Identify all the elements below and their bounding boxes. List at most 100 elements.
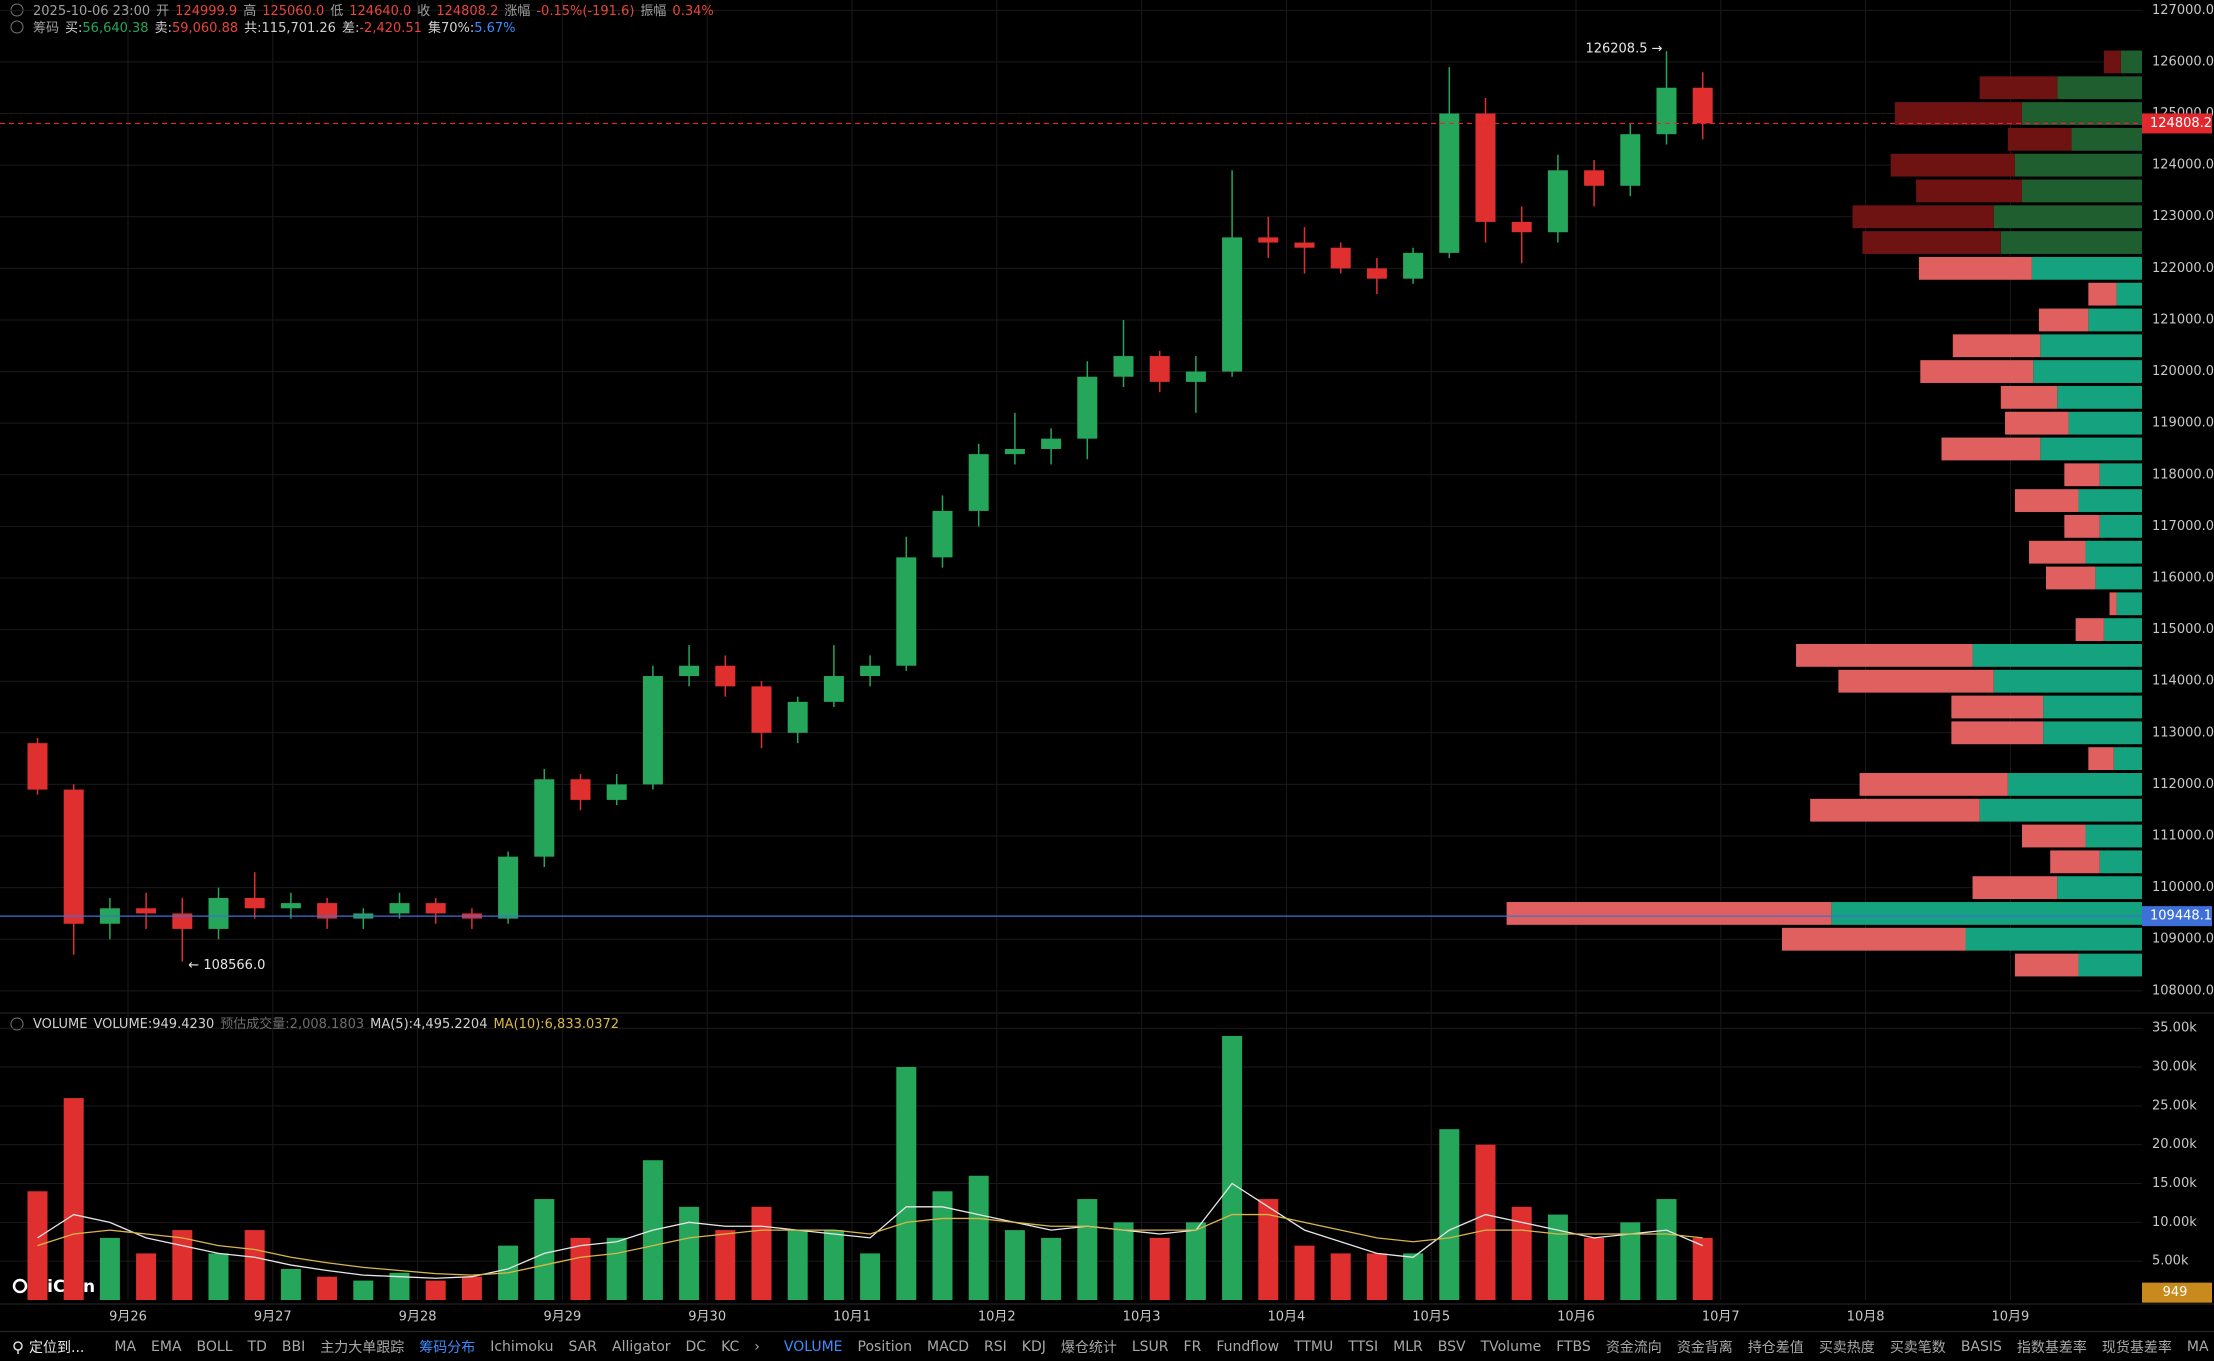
toolbar-item[interactable]: MA	[2186, 1338, 2209, 1355]
toolbar-item[interactable]: KC	[721, 1338, 740, 1355]
toolbar-item[interactable]: VOLUME	[783, 1338, 843, 1355]
locate-icon	[13, 1340, 23, 1354]
toolbar-item[interactable]: FTBS	[1556, 1338, 1591, 1355]
price-label-box	[2142, 113, 2212, 134]
y-tick-label: 5.00k	[2152, 1254, 2189, 1269]
volume-bar	[606, 1237, 627, 1300]
y-tick-label: 15.00k	[2152, 1176, 2197, 1191]
x-tick-label: 10月4	[1267, 1310, 1305, 1325]
toolbar-item[interactable]: Fundflow	[1216, 1338, 1280, 1355]
toolbar-item[interactable]: 资金背离	[1676, 1339, 1733, 1356]
toolbar-item[interactable]: FR	[1183, 1338, 1202, 1355]
chip-sell-bar	[1894, 102, 2022, 125]
header-item: MA(10):6,833.0372	[493, 1017, 619, 1032]
chip-sell-bar	[1862, 231, 2001, 254]
toolbar-item[interactable]: 资金流向	[1605, 1339, 1662, 1356]
chip-sell-bar	[1952, 334, 2041, 358]
y-tick-label: 117000.0	[2152, 519, 2214, 534]
toolbar-item[interactable]: BOLL	[196, 1338, 233, 1355]
toolbar-item[interactable]: MA	[114, 1338, 137, 1355]
y-tick-label: 120000.0	[2152, 364, 2214, 379]
toolbar-item[interactable]: RSI	[984, 1338, 1007, 1355]
chip-buy-bar	[2113, 747, 2142, 771]
candle-body	[1547, 170, 1568, 233]
chip-buy-bar	[2021, 179, 2142, 203]
chip-sell-bar	[2005, 411, 2069, 435]
candle-body	[1692, 87, 1713, 124]
main-indicators: MA EMA BOLL TD BBI 主力大单跟踪 筹码分布 Ichimoku SAR Allig…	[102, 1337, 772, 1357]
y-tick-label: 123000.0	[2152, 209, 2214, 224]
candle-body	[136, 908, 157, 914]
toolbar-item[interactable]: TTSI	[1348, 1338, 1379, 1355]
toolbar-item[interactable]: DC	[685, 1338, 707, 1355]
y-tick-label: 119000.0	[2152, 416, 2214, 431]
chip-buy-bar	[2040, 334, 2142, 358]
toolbar-item[interactable]: SAR	[568, 1338, 597, 1355]
header-item: 低	[330, 4, 343, 19]
chip-sell-bar	[1918, 256, 2032, 280]
toolbar-item[interactable]: 指数基差率	[2016, 1339, 2087, 1356]
chip-buy-bar	[2099, 463, 2142, 487]
chip-buy-bar	[1993, 205, 2142, 229]
toolbar-item[interactable]: BBI	[281, 1338, 306, 1355]
toolbar-item[interactable]: 买卖笔数	[1889, 1339, 1946, 1356]
candle-body	[1656, 87, 1677, 135]
toolbar-item[interactable]: 现货基差率	[2101, 1339, 2172, 1356]
locate-button[interactable]: 定位到...	[0, 1337, 102, 1357]
x-tick-label: 9月30	[688, 1310, 726, 1325]
toolbar-item[interactable]: ›	[754, 1338, 760, 1355]
volume-header: VOLUME VOLUME:949.4230 预估成交量:2,008.1803 MA(…	[33, 1016, 619, 1032]
price-label: 109448.1	[2150, 909, 2212, 924]
y-tick-label: 30.00k	[2152, 1060, 2197, 1075]
collapse-icon[interactable]	[10, 1017, 24, 1031]
volume-bar	[1584, 1237, 1605, 1300]
chip-sell-bar	[2021, 824, 2086, 848]
candle-body	[1439, 113, 1460, 253]
logo-icon	[12, 1278, 28, 1294]
toolbar-item[interactable]: 爆仓统计	[1060, 1339, 1117, 1356]
header-item: 卖:	[155, 21, 172, 36]
x-tick-label: 10月5	[1412, 1310, 1450, 1325]
chip-sell-bar	[2000, 385, 2058, 409]
toolbar-item[interactable]: TTMU	[1294, 1338, 1334, 1355]
toolbar-item[interactable]: EMA	[151, 1338, 182, 1355]
candle-body	[63, 789, 84, 924]
collapse-icon[interactable]	[10, 20, 24, 34]
toolbar-item[interactable]: Ichimoku	[490, 1338, 554, 1355]
toolbar-item[interactable]: 买卖热度	[1818, 1339, 1875, 1356]
toolbar-item[interactable]: MLR	[1393, 1338, 1423, 1355]
volume-bar	[280, 1268, 301, 1300]
candle-body	[1475, 113, 1496, 222]
volume-bar	[896, 1067, 917, 1300]
candle-body	[1403, 252, 1424, 279]
header-item: 5.67%	[474, 21, 515, 36]
volume-bar	[1004, 1230, 1025, 1300]
candle-body	[896, 557, 917, 666]
toolbar-item[interactable]: Alligator	[612, 1338, 671, 1355]
toolbar-item[interactable]: 筹码分布	[419, 1339, 476, 1356]
chip-sell-bar	[1951, 721, 2044, 745]
header-item: -0.15%(-191.6)	[536, 4, 634, 19]
chip-sell-bar	[2064, 463, 2100, 487]
y-tick-label: 108000.0	[2152, 983, 2214, 998]
chip-sell-bar	[2050, 850, 2100, 874]
volume-bar	[1330, 1253, 1351, 1300]
volume-bar	[461, 1276, 482, 1300]
chip-buy-bar	[2031, 256, 2142, 280]
toolbar-item[interactable]: LSUR	[1131, 1338, 1169, 1355]
toolbar-item[interactable]: 持仓差值	[1747, 1339, 1804, 1356]
x-tick-label: 10月9	[1991, 1310, 2029, 1325]
toolbar-item[interactable]: BSV	[1437, 1338, 1466, 1355]
x-tick-label: 10月7	[1702, 1310, 1740, 1325]
toolbar-item[interactable]: 主力大单跟踪	[320, 1339, 405, 1356]
toolbar-item[interactable]: TVolume	[1480, 1338, 1542, 1355]
y-tick-label: 115000.0	[2152, 622, 2214, 637]
y-tick-label: 118000.0	[2152, 467, 2214, 482]
toolbar-item[interactable]: BASIS	[1960, 1338, 2002, 1355]
toolbar-item[interactable]: KDJ	[1021, 1338, 1046, 1355]
volume-bar	[570, 1237, 591, 1300]
toolbar-item[interactable]: TD	[247, 1338, 267, 1355]
toolbar-item[interactable]: MACD	[927, 1338, 970, 1355]
toolbar-item[interactable]: Position	[857, 1338, 913, 1355]
chip-buy-bar	[2014, 153, 2142, 177]
